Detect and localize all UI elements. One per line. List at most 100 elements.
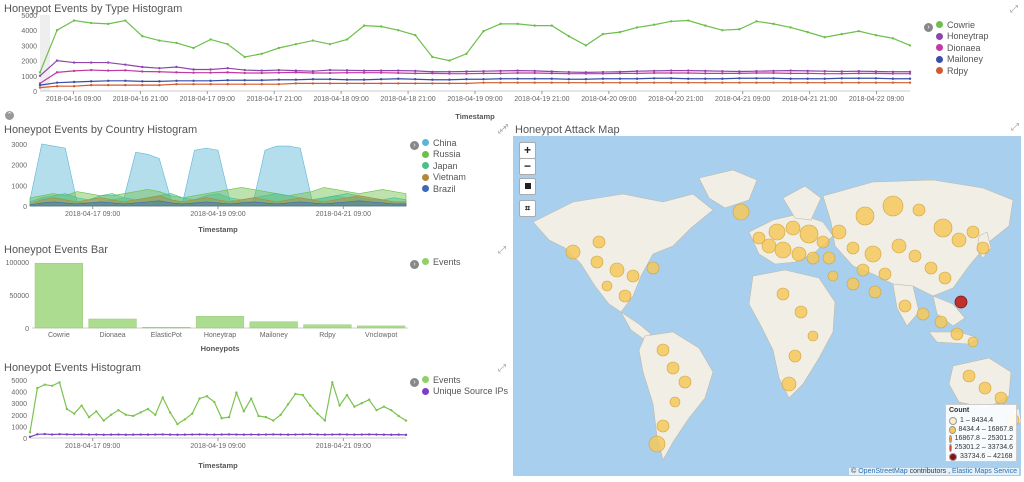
data-point[interactable] [635, 77, 639, 80]
data-point[interactable] [43, 432, 46, 436]
data-point[interactable] [124, 83, 127, 87]
data-point[interactable] [146, 407, 150, 411]
data-point[interactable] [397, 29, 400, 32]
data-point[interactable] [397, 77, 400, 80]
data-point[interactable] [353, 405, 356, 408]
data-point[interactable] [362, 78, 366, 81]
data-point[interactable] [209, 68, 212, 71]
attack-bubble[interactable] [855, 206, 875, 226]
attack-bubble[interactable] [609, 262, 625, 278]
data-point[interactable] [235, 433, 238, 436]
data-point[interactable] [323, 433, 327, 436]
data-point[interactable] [516, 22, 519, 26]
data-point[interactable] [755, 69, 758, 73]
attack-bubble[interactable] [846, 241, 860, 255]
data-point[interactable] [294, 433, 297, 436]
data-point[interactable] [183, 418, 187, 421]
data-point[interactable] [874, 77, 878, 80]
data-point[interactable] [874, 72, 878, 75]
data-point[interactable] [499, 77, 502, 80]
data-point[interactable] [516, 69, 519, 72]
attack-bubble[interactable] [924, 261, 938, 275]
openstreetmap-link[interactable]: OpenStreetMap [858, 468, 908, 475]
data-point[interactable] [73, 412, 76, 415]
data-point[interactable] [891, 37, 895, 40]
data-point[interactable] [55, 71, 59, 74]
bar-cowrie[interactable] [34, 262, 83, 329]
attack-bubble[interactable] [912, 203, 926, 217]
zoom-in-button[interactable]: + [519, 142, 536, 159]
data-point[interactable] [584, 81, 588, 84]
legend-item[interactable]: Russia [422, 149, 466, 161]
data-point[interactable] [242, 433, 246, 436]
data-point[interactable] [80, 404, 83, 407]
data-point[interactable] [89, 83, 93, 87]
attack-bubble[interactable] [933, 218, 953, 238]
data-point[interactable] [175, 83, 178, 86]
data-point[interactable] [55, 84, 59, 88]
data-point[interactable] [908, 72, 912, 75]
attack-bubble[interactable] [618, 289, 632, 303]
data-point[interactable] [431, 78, 434, 81]
data-point[interactable] [755, 81, 758, 84]
data-point[interactable] [277, 83, 281, 86]
data-point[interactable] [73, 433, 76, 436]
data-point[interactable] [243, 55, 246, 59]
data-point[interactable] [175, 65, 178, 69]
data-point[interactable] [345, 433, 349, 436]
data-point[interactable] [635, 72, 639, 75]
series-line-honeytrap[interactable] [39, 59, 910, 77]
data-point[interactable] [213, 400, 216, 404]
attack-bubble[interactable] [898, 299, 912, 313]
data-point[interactable] [823, 69, 826, 73]
data-point[interactable] [379, 82, 383, 85]
legend-item[interactable]: Japan [422, 160, 466, 172]
attack-bubble[interactable] [822, 251, 836, 265]
data-point[interactable] [226, 67, 229, 70]
legend-toggle-icon[interactable]: › [410, 141, 419, 150]
data-point[interactable] [175, 71, 178, 74]
data-point[interactable] [738, 77, 741, 80]
attack-bubble[interactable] [816, 235, 830, 249]
data-point[interactable] [95, 433, 98, 436]
data-point[interactable] [192, 71, 195, 74]
data-point[interactable] [601, 77, 605, 80]
data-point[interactable] [465, 70, 468, 73]
data-point[interactable] [652, 81, 656, 84]
data-point[interactable] [431, 55, 434, 59]
attack-bubble[interactable] [966, 225, 980, 239]
data-point[interactable] [139, 433, 142, 436]
attack-bubble[interactable] [827, 270, 839, 282]
data-point[interactable] [183, 433, 187, 436]
data-point[interactable] [908, 70, 912, 73]
attack-bubble[interactable] [776, 287, 790, 301]
data-point[interactable] [618, 77, 622, 80]
data-point[interactable] [567, 81, 571, 84]
data-point[interactable] [533, 69, 536, 73]
data-point[interactable] [308, 433, 312, 436]
data-point[interactable] [220, 417, 223, 420]
data-point[interactable] [311, 69, 315, 73]
data-point[interactable] [107, 22, 110, 26]
data-point[interactable] [601, 72, 605, 75]
data-point[interactable] [139, 411, 142, 414]
data-point[interactable] [482, 78, 485, 81]
bar-rdpy[interactable] [303, 324, 352, 329]
attack-bubble[interactable] [908, 249, 922, 263]
data-point[interactable] [465, 52, 468, 55]
data-point[interactable] [567, 78, 571, 81]
data-point[interactable] [55, 59, 59, 62]
data-point[interactable] [242, 410, 246, 413]
data-point[interactable] [891, 70, 895, 73]
data-point[interactable] [448, 72, 451, 75]
data-point[interactable] [192, 68, 195, 71]
data-point[interactable] [249, 397, 253, 400]
data-point[interactable] [499, 69, 502, 73]
attack-bubble[interactable] [891, 238, 907, 254]
data-point[interactable] [279, 433, 282, 436]
data-point[interactable] [533, 24, 536, 27]
legend-item[interactable]: Events [422, 374, 508, 386]
data-point[interactable] [721, 29, 724, 32]
data-point[interactable] [158, 83, 161, 87]
attack-bubble[interactable] [951, 232, 967, 248]
